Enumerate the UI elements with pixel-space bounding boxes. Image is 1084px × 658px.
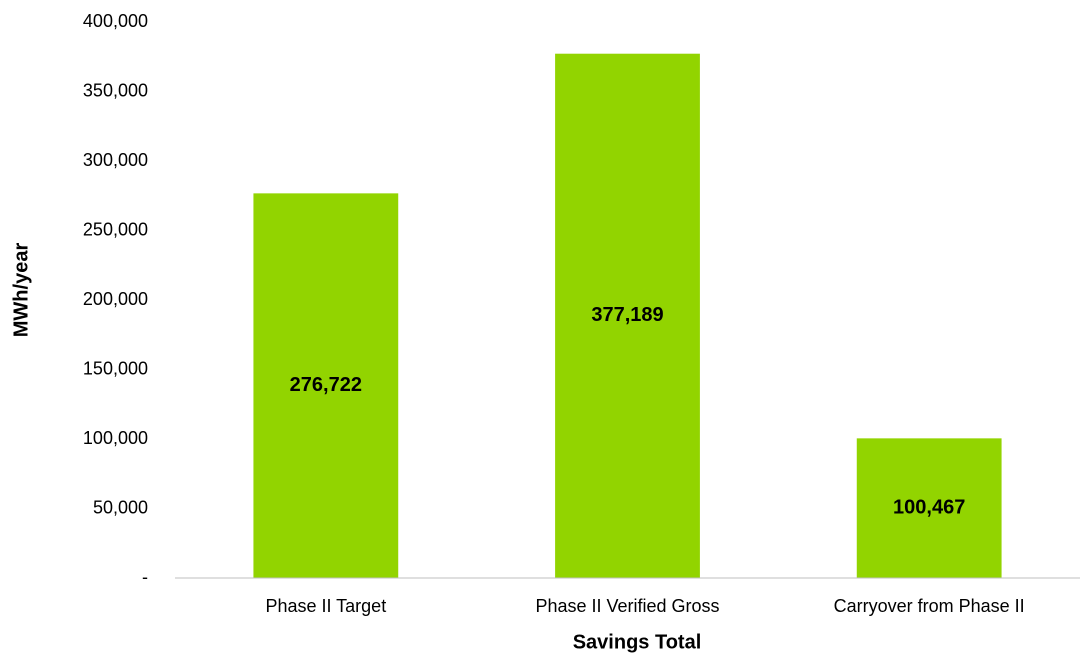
y-tick-label: 400,000 — [83, 11, 148, 31]
y-tick-label: 200,000 — [83, 289, 148, 309]
bar — [856, 438, 1002, 578]
y-axis-title: MWh/year — [10, 243, 32, 338]
y-tick-label: 250,000 — [83, 219, 148, 239]
value-label: 276,722 — [290, 374, 362, 396]
bar — [253, 193, 399, 578]
x-axis-title: Savings Total — [573, 631, 702, 653]
bar — [555, 53, 700, 579]
y-tick-label: 300,000 — [83, 150, 148, 170]
x-tick-label: Phase II Target — [265, 596, 386, 616]
value-label: 377,189 — [591, 304, 663, 326]
y-tick-label: - — [142, 567, 148, 587]
y-tick-label: 350,000 — [83, 80, 148, 100]
x-tick-label: Carryover from Phase II — [834, 596, 1025, 616]
value-label: 100,467 — [893, 496, 965, 518]
y-tick-label: 150,000 — [83, 358, 148, 378]
y-tick-label: 50,000 — [93, 497, 148, 517]
y-tick-label: 100,000 — [83, 428, 148, 448]
x-tick-label: Phase II Verified Gross — [535, 596, 719, 616]
